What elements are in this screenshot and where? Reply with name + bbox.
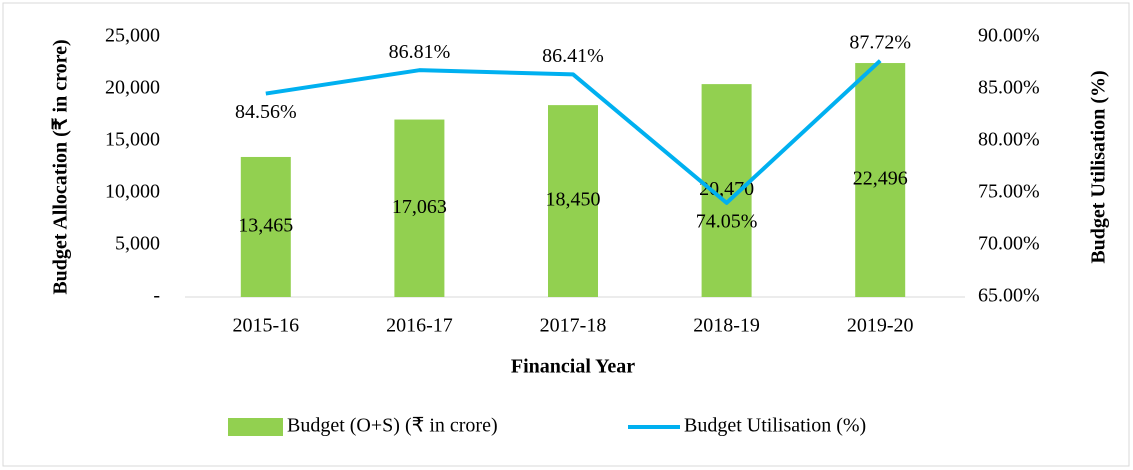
x-tick-label: 2018-19: [693, 315, 760, 337]
bar-value-label: 22,496: [853, 168, 908, 190]
y2-tick-label: 85.00%: [978, 77, 1040, 99]
line-value-label: 86.41%: [542, 45, 604, 67]
bar-value-label: 17,063: [392, 196, 447, 218]
x-axis-title: Financial Year: [511, 356, 635, 378]
bar: [548, 105, 598, 298]
line-value-label: 87.72%: [849, 31, 911, 53]
legend-label: Budget Utilisation (%): [684, 415, 866, 437]
x-tick-label: 2016-17: [386, 315, 453, 337]
line-value-label: 74.05%: [696, 210, 758, 232]
line-value-label: 86.81%: [389, 41, 451, 63]
x-tick-label: 2017-18: [540, 315, 607, 337]
bar: [855, 63, 906, 298]
bar-value-label: 20,470: [699, 178, 754, 200]
line: [265, 59, 882, 205]
y-tick-label: -: [153, 285, 160, 307]
y2-tick-label: 70.00%: [978, 233, 1040, 255]
bar: [394, 119, 445, 297]
y2-tick-label: 90.00%: [978, 25, 1040, 47]
bar-value-label: 13,465: [238, 215, 293, 237]
y-tick-label: 5,000: [115, 233, 160, 255]
y-tick-label: 10,000: [105, 181, 160, 203]
x-tick-label: 2019-20: [847, 315, 914, 337]
y-tick-label: 15,000: [105, 129, 160, 151]
y-tick-label: 25,000: [105, 25, 160, 47]
x-tick-label: 2015-16: [232, 315, 299, 337]
y-axis-title: Budget Allocation (₹ in crore): [50, 39, 72, 294]
legend-label: Budget (O+S) (₹ in crore): [287, 415, 498, 437]
legend-swatch: [228, 418, 283, 436]
y2-tick-label: 80.00%: [978, 129, 1040, 151]
bar: [240, 156, 291, 297]
y2-tick-label: 75.00%: [978, 181, 1040, 203]
bar-value-label: 18,450: [546, 189, 601, 211]
y2-axis-title: Budget Utilisation (%): [1088, 70, 1110, 263]
y2-tick-label: 65.00%: [978, 285, 1040, 307]
y-tick-label: 20,000: [105, 77, 160, 99]
line-value-label: 84.56%: [235, 101, 297, 123]
